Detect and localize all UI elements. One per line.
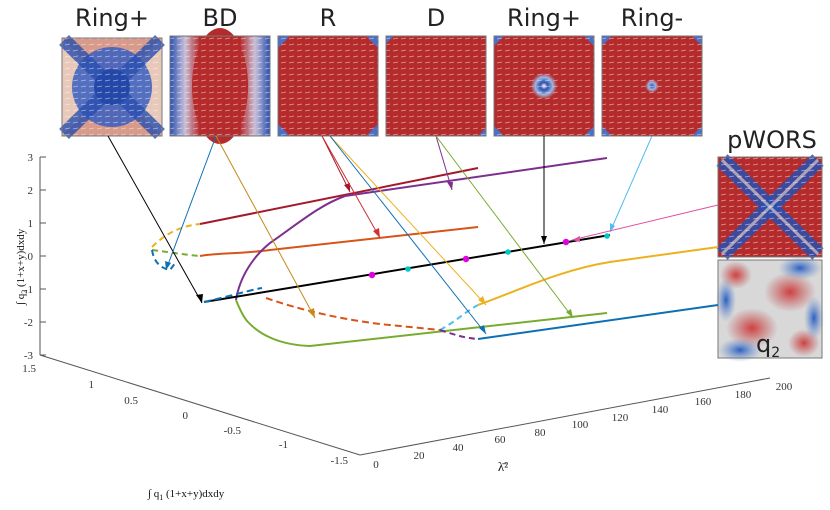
z-tick-label: -1 bbox=[24, 284, 33, 296]
x-tick-label: 0 bbox=[183, 410, 189, 422]
branch-green-join bbox=[235, 299, 249, 323]
panel-label-ring-minus: Ring- bbox=[620, 4, 684, 32]
branch-orange-solid bbox=[199, 226, 479, 257]
branch-green-dashed bbox=[151, 249, 201, 257]
lambda-tick-label: 80 bbox=[535, 427, 547, 439]
z-ticks: 3 2 1 0 -1 -2 -3 bbox=[24, 152, 46, 362]
arrow-d-2 bbox=[435, 135, 574, 319]
panel-bd bbox=[169, 28, 271, 144]
arrow-bd-blue bbox=[165, 135, 217, 271]
branch-blue-dashed-left bbox=[151, 249, 177, 272]
branch-cyan-dashed bbox=[439, 304, 479, 331]
panel-label-bd: BD bbox=[202, 4, 238, 32]
lambda-tick-label: 180 bbox=[735, 389, 752, 401]
panel-q2 bbox=[716, 256, 824, 362]
lambda-tick-label: 100 bbox=[572, 419, 589, 431]
branch-green-solid bbox=[247, 312, 608, 348]
lambda-tick-label: 60 bbox=[495, 434, 507, 446]
arrow-ring-plus-1 bbox=[107, 135, 203, 304]
arrow-pwors bbox=[571, 204, 719, 241]
x-tick-label: 0.5 bbox=[124, 395, 138, 407]
z-tick-label: 3 bbox=[28, 152, 34, 164]
marker-magenta bbox=[462, 255, 470, 263]
branch-orange-dashed bbox=[265, 297, 441, 331]
lambda-axis-label: λ̄² bbox=[498, 459, 508, 474]
arrow-bd-orange bbox=[215, 135, 316, 319]
panel-ring-plus-2 bbox=[493, 35, 595, 137]
branch-blue-solid bbox=[477, 304, 719, 340]
x-tick-label: -1 bbox=[279, 439, 288, 451]
panel-label-ring-plus-2: Ring+ bbox=[507, 4, 581, 32]
panel-label-r: R bbox=[319, 4, 337, 32]
arrow-d-1 bbox=[435, 135, 453, 191]
branches bbox=[151, 157, 719, 348]
arrow-r-4 bbox=[329, 135, 487, 335]
marker-magenta bbox=[368, 271, 376, 279]
q2-label: q2 bbox=[756, 330, 780, 361]
lambda-axis-line bbox=[359, 377, 771, 456]
z-tick-label: 2 bbox=[28, 185, 34, 197]
marker-cyan bbox=[405, 266, 411, 272]
panel-label-pwors: pWORS bbox=[727, 126, 817, 154]
lambda-tick-label: 200 bbox=[776, 381, 793, 393]
panel-ring-minus bbox=[601, 35, 703, 137]
x-tick-label: 1.5 bbox=[22, 363, 36, 375]
lambda-tick-label: 160 bbox=[695, 396, 712, 408]
lambda-tick-label: 20 bbox=[414, 450, 426, 462]
branch-blue-dashed bbox=[203, 287, 263, 303]
panel-label-d: D bbox=[426, 4, 446, 32]
z-axis-label: ∫ q2 (1+x+y)dxdy bbox=[15, 228, 29, 306]
x-axis-label: ∫ q1 (1+x+y)dxdy bbox=[147, 488, 225, 502]
z-tick-label: -2 bbox=[24, 317, 33, 329]
marker-cyan bbox=[505, 249, 511, 255]
panel-pwors bbox=[716, 154, 824, 260]
marker-magenta bbox=[562, 238, 570, 246]
branch-purple-dashed bbox=[439, 329, 479, 340]
lambda-tick-label: 40 bbox=[453, 442, 465, 454]
z-tick-label: -3 bbox=[24, 350, 34, 362]
x-axis-line bbox=[39, 354, 361, 456]
marker-cyan bbox=[604, 233, 610, 239]
arrow-r-3 bbox=[329, 135, 487, 306]
lambda-tick-label: 120 bbox=[612, 412, 629, 424]
branch-dark-red-solid bbox=[199, 167, 479, 225]
arrow-r-2 bbox=[321, 135, 381, 239]
x-tick-label: 1 bbox=[89, 379, 95, 391]
x-ticks: 1.5 1 0.5 0 -0.5 -1 -1.5 bbox=[22, 363, 348, 467]
arrow-ring-minus bbox=[609, 135, 653, 233]
pointer-arrows bbox=[107, 135, 719, 335]
arrow-r-1 bbox=[321, 135, 351, 193]
panel-r bbox=[277, 35, 379, 137]
branch-yellow-dashed-upper bbox=[151, 223, 201, 248]
z-tick-label: 1 bbox=[28, 218, 34, 230]
z-tick-label: 0 bbox=[28, 251, 34, 263]
branch-yellow-solid bbox=[477, 246, 719, 306]
lambda-tick-label: 140 bbox=[652, 404, 669, 416]
lambda-tick-label: 0 bbox=[373, 459, 379, 471]
branch-purple-solid bbox=[235, 157, 608, 301]
markers bbox=[368, 233, 610, 279]
x-tick-label: -1.5 bbox=[331, 455, 349, 467]
panel-ring-plus-1 bbox=[59, 34, 165, 140]
panel-label-ring-plus-1: Ring+ bbox=[75, 4, 149, 32]
lambda-ticks: 0 20 40 60 80 100 120 140 160 180 200 bbox=[373, 381, 793, 471]
panel-d bbox=[385, 35, 487, 137]
x-tick-label: -0.5 bbox=[224, 425, 242, 437]
